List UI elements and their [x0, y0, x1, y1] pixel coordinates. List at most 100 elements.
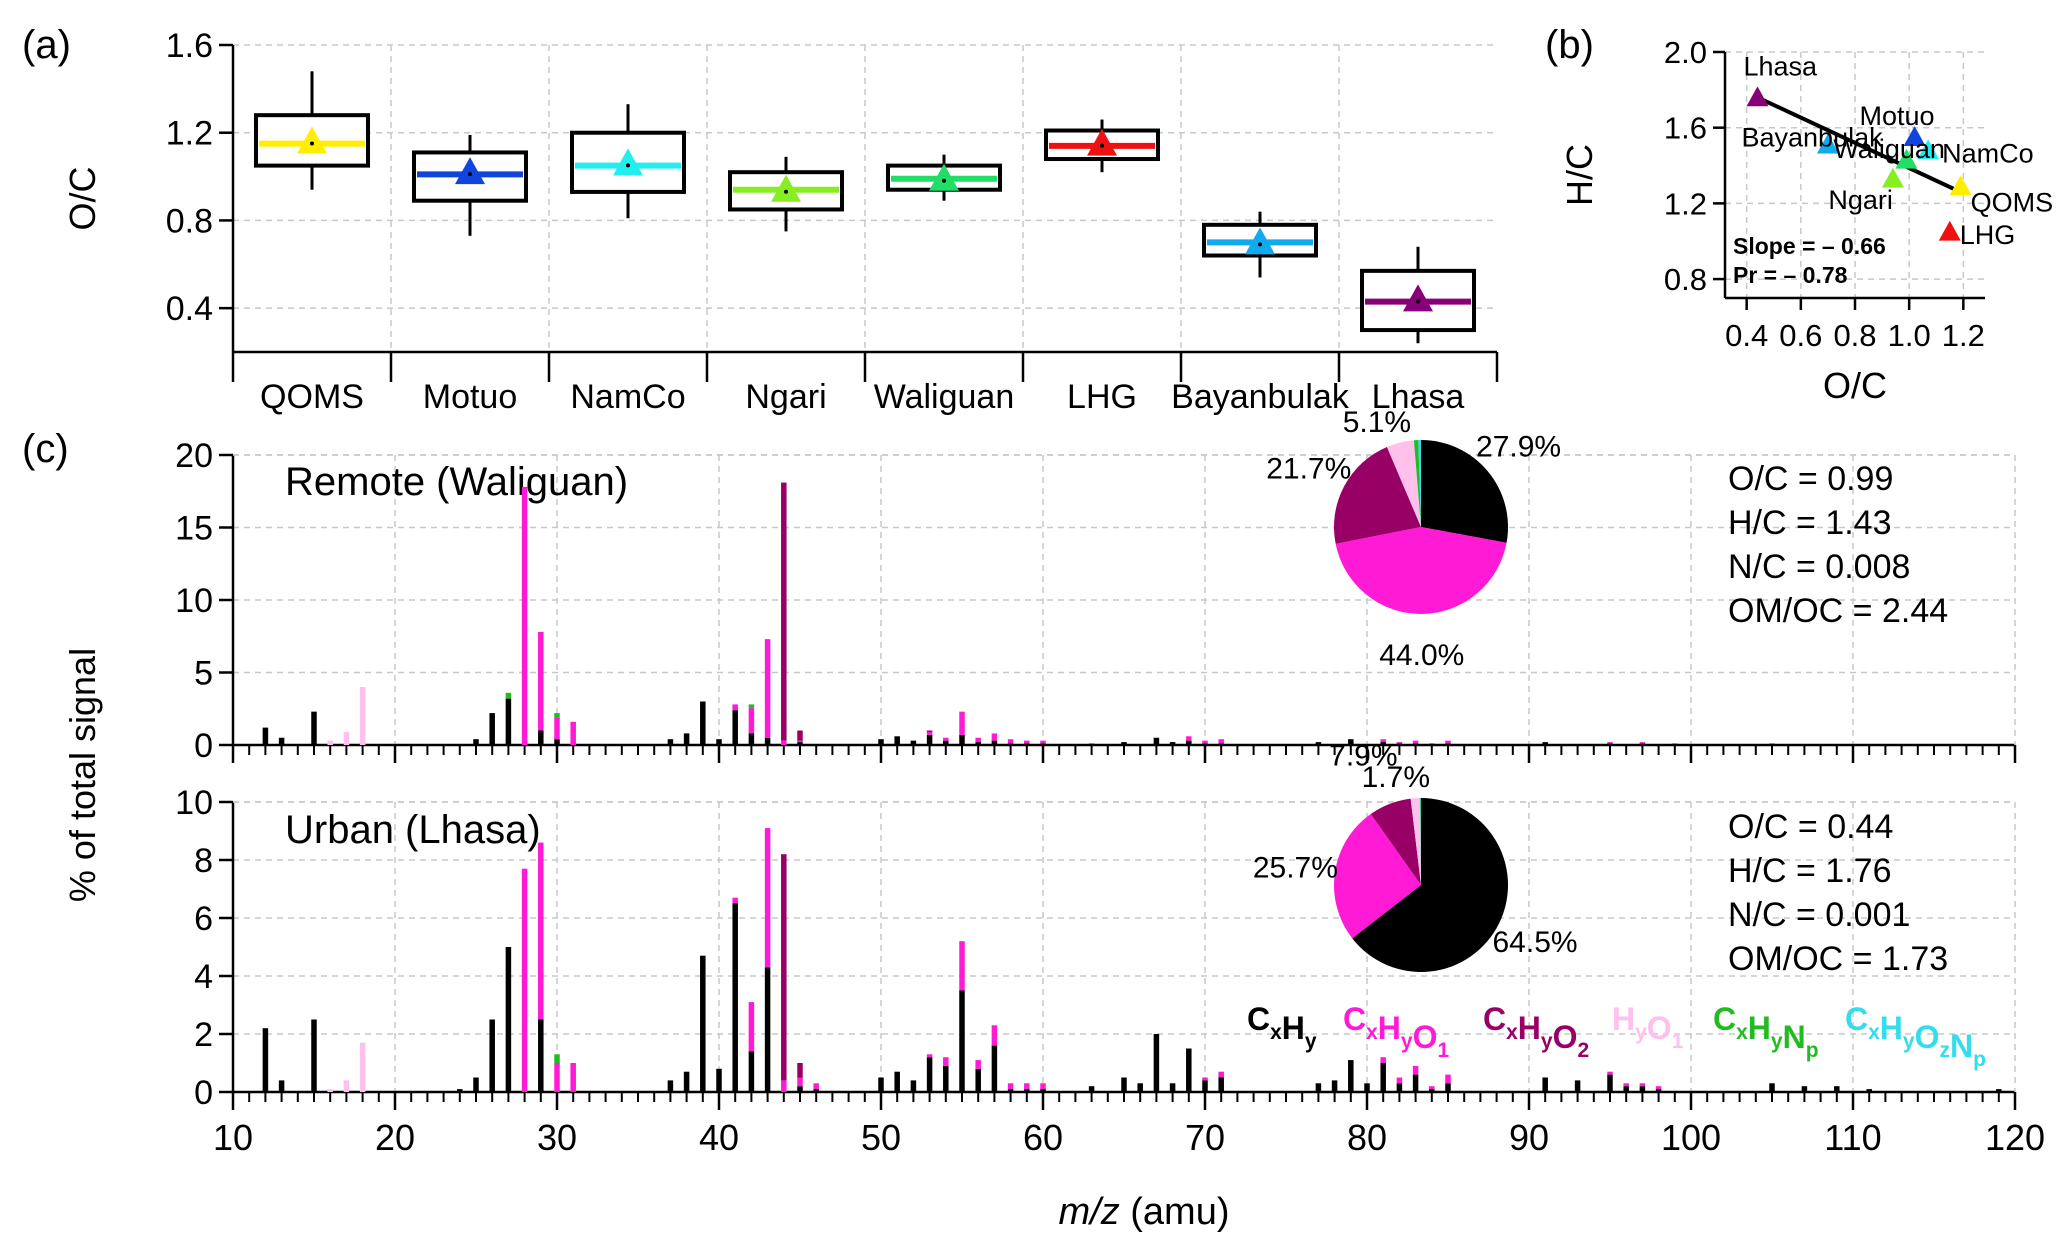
x-tick-label: 0.6	[1779, 318, 1822, 353]
bar-mz85-CxHy	[1445, 1083, 1451, 1092]
y-tick-label: 0.8	[1664, 262, 1707, 297]
bar-mz97-CxHy	[1639, 1086, 1646, 1092]
legend-element: C	[1343, 1001, 1366, 1037]
y-tick-label: 1.2	[166, 115, 213, 153]
bar-mz67-CxHy	[1153, 1034, 1160, 1092]
legend-element: O	[1915, 1019, 1940, 1055]
mean-marker	[613, 148, 643, 176]
bar-mz83-CxHy	[1412, 1074, 1419, 1092]
bar-mz13-CxHy	[278, 1080, 285, 1092]
bar-mz44-CxHyO2	[781, 482, 787, 741]
point-label: Waliguan	[1833, 134, 1945, 164]
pr-annotation: Pr = – 0.78	[1733, 262, 1848, 288]
bar-mz46-CxHy	[813, 1089, 819, 1092]
bar-mz109-CxHy	[1834, 1086, 1840, 1092]
bar-mz17-HyO1	[343, 731, 350, 745]
legend-subscript: x	[1736, 1021, 1748, 1044]
bar-mz44-CxHyO2	[781, 854, 787, 1081]
bar-mz59-CxHy	[1024, 1089, 1030, 1092]
bar-mz51-CxHy	[894, 1071, 900, 1092]
bar-mz29-CxHy	[538, 730, 544, 745]
legend-item-CxHyO2: CxHyO2	[1483, 1001, 1589, 1062]
bar-mz51-CxHy	[894, 736, 900, 745]
bar-mz42-CxHyO1	[748, 1002, 755, 1052]
x-tick-label: 120	[1985, 1117, 2045, 1158]
x-tick-label: 110	[1824, 1117, 1881, 1158]
bar-mz25-CxHy	[473, 739, 479, 745]
bar-mz56-CxHyO1	[975, 737, 981, 743]
mean-dot	[468, 172, 472, 177]
panel-a-boxplot: 0.4 0.8 1.2 1.6 O/C QOMS Motuo NamCo Ngari Waligu…	[62, 27, 1499, 416]
x-axis-label-italic: m/z	[1058, 1191, 1119, 1233]
bar-mz29-CxHyO1	[538, 631, 544, 731]
bar-mz69-CxHy	[1186, 1048, 1192, 1092]
legend-subscript: 1	[1437, 1039, 1449, 1062]
bar-mz81-CxHy	[1380, 742, 1386, 745]
bar-mz28-CxHyO1	[521, 486, 528, 745]
point-label: Ngari	[1828, 185, 1893, 215]
y-tick-label: 1.2	[1664, 186, 1707, 221]
y-tick-label: 6	[194, 900, 213, 938]
bar-mz45-CxHy	[797, 742, 803, 745]
bar-mz82-CxHyO1	[1396, 1077, 1403, 1084]
fit-line	[1756, 95, 1962, 194]
legend-element: C	[1483, 1001, 1506, 1037]
spectrum-title: Urban (Lhasa)	[285, 808, 541, 852]
legend-item-CxHy: CxHy	[1247, 1001, 1317, 1053]
bar-mz98-CxHyO1	[1655, 1086, 1662, 1090]
x-tick-label: 80	[1347, 1117, 1387, 1158]
mean-marker	[1087, 128, 1117, 156]
x-tick-label: 50	[861, 1117, 901, 1158]
bar-mz93-CxHy	[1574, 1080, 1581, 1092]
bar-mz96-CxHy	[1623, 1086, 1629, 1092]
x-axis-label: O/C	[1823, 365, 1887, 406]
bar-mz29-CxHy	[538, 1019, 544, 1092]
bar-mz54-CxHyO1	[943, 737, 949, 741]
panel-label-a: (a)	[22, 23, 71, 67]
pie-slice-CxHyO1	[1335, 527, 1507, 614]
category-label: LHG	[1067, 378, 1137, 416]
y-tick-label: 0	[194, 727, 213, 765]
pie-slice-HyO1	[1410, 798, 1421, 885]
bar-mz53-CxHyO1	[926, 1054, 933, 1058]
bar-mz38-CxHy	[683, 733, 690, 745]
bar-mz15-CxHy	[311, 711, 317, 745]
bar-mz69-CxHyO1	[1186, 736, 1192, 741]
mean-marker	[929, 163, 959, 191]
slope-annotation: Slope = – 0.66	[1733, 233, 1886, 259]
x-tick-label: 0.8	[1833, 318, 1876, 353]
bar-mz83-CxHyO1	[1412, 740, 1419, 744]
bar-mz58-CxHyO1	[1007, 739, 1014, 744]
bar-mz77-CxHy	[1315, 742, 1322, 745]
y-tick-label: 10	[175, 582, 213, 620]
bar-mz84-CxHy	[1429, 743, 1435, 745]
bar-mz80-CxHy	[1364, 1083, 1370, 1092]
scatter-point-waliguan	[1895, 148, 1918, 169]
mean-dot	[310, 141, 314, 146]
bar-mz63-CxHy	[1088, 1086, 1095, 1092]
bar-mz91-CxHy	[1542, 1077, 1548, 1092]
scatter-point-namco	[1917, 139, 1940, 160]
bar-mz55-CxHyO1	[959, 711, 965, 735]
pie-slice-CxHyO1	[1334, 813, 1421, 939]
bar-mz26-CxHy	[489, 1019, 495, 1092]
bar-mz71-CxHyO1	[1218, 1071, 1224, 1078]
bar-mz45-CxHyO1	[797, 740, 803, 743]
bar-mz41-CxHyO1	[732, 704, 738, 711]
bar-mz60-CxHyO1	[1040, 740, 1046, 744]
pie-slice-CxHyNp	[1419, 798, 1421, 885]
point-label: Motuo	[1860, 101, 1935, 131]
scatter-point-ngari	[1881, 167, 1904, 188]
mean-marker	[455, 157, 485, 185]
bar-mz79-CxHy	[1348, 739, 1354, 745]
bar-mz45-CxHyO2	[797, 1063, 803, 1078]
scatter-point-lhasa	[1746, 86, 1769, 107]
legend-subscript: y	[1635, 1021, 1647, 1044]
bar-mz66-CxHy	[1137, 1083, 1143, 1092]
x-tick-label: 60	[1023, 1117, 1063, 1158]
legend-item-CxHyO1: CxHyO1	[1343, 1001, 1449, 1062]
bar-mz31-CxHyO1	[570, 1063, 576, 1092]
